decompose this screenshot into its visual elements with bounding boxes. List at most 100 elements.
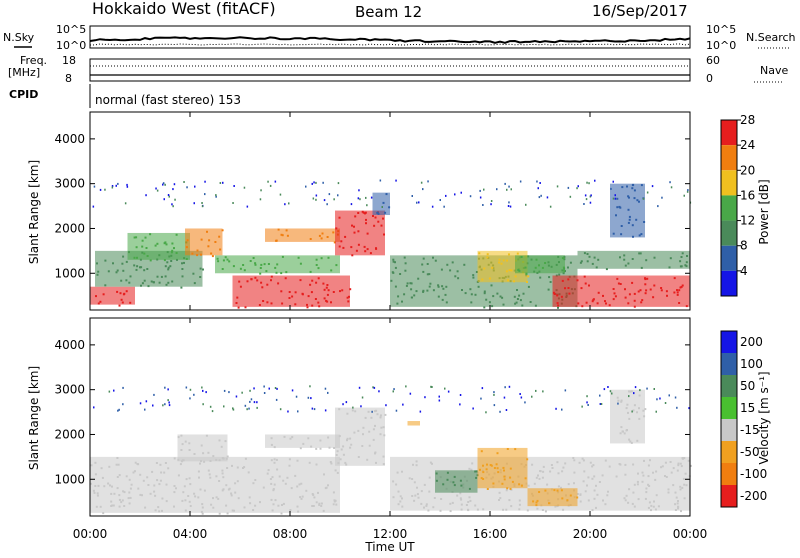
power-colorbar-swatch [721, 145, 737, 171]
date-title: 16/Sep/2017 [592, 2, 688, 20]
freq-tick-bottom: 8 [65, 72, 72, 85]
time-tick-label: 04:00 [173, 527, 208, 541]
power-colorbar-tick: 16 [740, 188, 755, 202]
velocity-region-9 [610, 389, 647, 444]
velocity-region-2 [265, 434, 340, 450]
velocity-region-6 [477, 447, 529, 490]
power-panel: 1000 2000 3000 4000 Slant Range [km] 4 8 12 16… [27, 111, 771, 311]
velocity-region-7 [527, 488, 579, 507]
power-colorbar: 4 8 12 16 20 24 28 [720, 113, 755, 297]
power-colorbar-tick: 24 [740, 138, 755, 152]
power-region-0 [90, 286, 135, 307]
velocity-panel: 1000 2000 3000 4000 Slant Range [km] 200 100… [27, 317, 771, 517]
velocity-ytick-label: 4000 [54, 338, 85, 352]
velocity-region-0 [90, 456, 340, 515]
freq-panel: Freq. [MHz] 18 8 60 0 Nave [8, 54, 788, 85]
power-scatter [92, 179, 692, 208]
power-colorbar-label: Power [dB] [757, 179, 771, 244]
velocity-y-label: Slant Range [km] [27, 366, 41, 470]
noise-panel: N.Sky 10^5 10^0 10^5 10^0 N.Search [3, 23, 796, 52]
velocity-colorbar-tick: -200 [740, 489, 767, 503]
power-colorbar-swatch [721, 170, 737, 196]
power-region-12 [552, 275, 690, 308]
power-colorbar-tick: 12 [740, 214, 755, 228]
velocity-colorbar-tick: -50 [740, 445, 760, 459]
freq-tick-top: 18 [62, 54, 76, 67]
velocity-scatter [93, 385, 690, 414]
power-region-7 [335, 210, 385, 257]
power-colorbar-tick: 4 [740, 264, 748, 278]
noise-tick-bottom: 10^0 [56, 39, 86, 52]
vel-colorbar-swatch [721, 419, 737, 441]
power-y-axis: 1000 2000 3000 4000 [54, 132, 690, 280]
vel-colorbar-swatch [721, 331, 737, 353]
noise-tick-top-right: 10^5 [706, 23, 736, 36]
nave-label: Nave [760, 64, 788, 77]
power-colorbar-swatch [721, 220, 737, 246]
power-region-11 [515, 255, 566, 275]
vel-colorbar-swatch [721, 441, 737, 463]
power-ytick-label: 2000 [54, 221, 85, 235]
nsearch-label: N.Search [746, 31, 796, 44]
power-region-4 [232, 275, 352, 309]
nave-tick-top: 60 [706, 54, 720, 67]
vel-colorbar-swatch [721, 397, 737, 419]
beam-title: Beam 12 [355, 3, 422, 21]
velocity-y-axis: 1000 2000 3000 4000 [54, 338, 690, 486]
vel-colorbar-swatch [721, 353, 737, 375]
velocity-colorbar-tick: -15 [740, 423, 760, 437]
velocity-data [90, 385, 692, 515]
power-ytick-label: 3000 [54, 177, 85, 191]
time-axis: 00:00 04:00 08:00 12:00 16:00 20:00 00:00 [73, 112, 707, 541]
time-tick-label: 00:00 [73, 527, 108, 541]
power-colorbar-swatch [721, 245, 737, 271]
power-region-2 [127, 232, 190, 262]
vel-colorbar-swatch [721, 463, 737, 485]
velocity-ytick-label: 2000 [54, 427, 85, 441]
power-region-6 [265, 228, 340, 244]
power-colorbar-tick: 20 [740, 163, 755, 177]
power-colorbar-swatch [721, 270, 737, 296]
cpid-text: normal (fast stereo) 153 [95, 93, 241, 107]
cpid-label: CPID [9, 88, 38, 101]
time-tick-label: 16:00 [473, 527, 508, 541]
freq-label: Freq. [20, 54, 47, 67]
station-title: Hokkaido West (fitACF) [92, 0, 276, 18]
velocity-ytick-label: 1000 [54, 472, 85, 486]
power-ytick-label: 4000 [54, 132, 85, 146]
cpid-panel: CPID normal (fast stereo) 153 [9, 84, 241, 108]
time-axis-label: Time UT [364, 540, 415, 554]
power-region-8 [372, 192, 391, 216]
noise-tick-bottom-right: 10^0 [706, 39, 736, 52]
vel-colorbar-swatch [721, 485, 737, 507]
velocity-colorbar-tick: 200 [740, 335, 763, 349]
velocity-ytick-label: 3000 [54, 383, 85, 397]
time-tick-label: 12:00 [373, 527, 408, 541]
power-region-5 [215, 255, 340, 275]
noise-sky-trace [89, 36, 691, 44]
power-region-14 [610, 183, 646, 238]
velocity-region-3 [335, 407, 387, 466]
power-region-13 [577, 250, 690, 271]
power-ytick-label: 1000 [54, 266, 85, 280]
nsky-label: N.Sky [3, 31, 35, 44]
velocity-colorbar-tick: 50 [740, 379, 755, 393]
velocity-region-8 [407, 421, 420, 426]
velocity-region-1 [177, 434, 229, 463]
nave-tick-bottom: 0 [706, 72, 713, 85]
freq-unit-label: [MHz] [8, 66, 40, 79]
power-colorbar-tick: 8 [740, 239, 748, 253]
velocity-region-5 [435, 470, 479, 493]
power-data [90, 179, 692, 309]
velocity-colorbar: 200 100 50 15 -15 -50 -100 -200 [720, 330, 767, 508]
velocity-colorbar-label: Velocity [m s⁻¹] [757, 371, 771, 464]
velocity-colorbar-tick: 15 [740, 401, 755, 415]
noise-tick-top: 10^5 [56, 23, 86, 36]
velocity-colorbar-tick: 100 [740, 357, 763, 371]
power-colorbar-swatch [721, 120, 737, 146]
noise-search-trace [89, 43, 691, 46]
power-colorbar-swatch [721, 195, 737, 221]
time-tick-label: 08:00 [273, 527, 308, 541]
